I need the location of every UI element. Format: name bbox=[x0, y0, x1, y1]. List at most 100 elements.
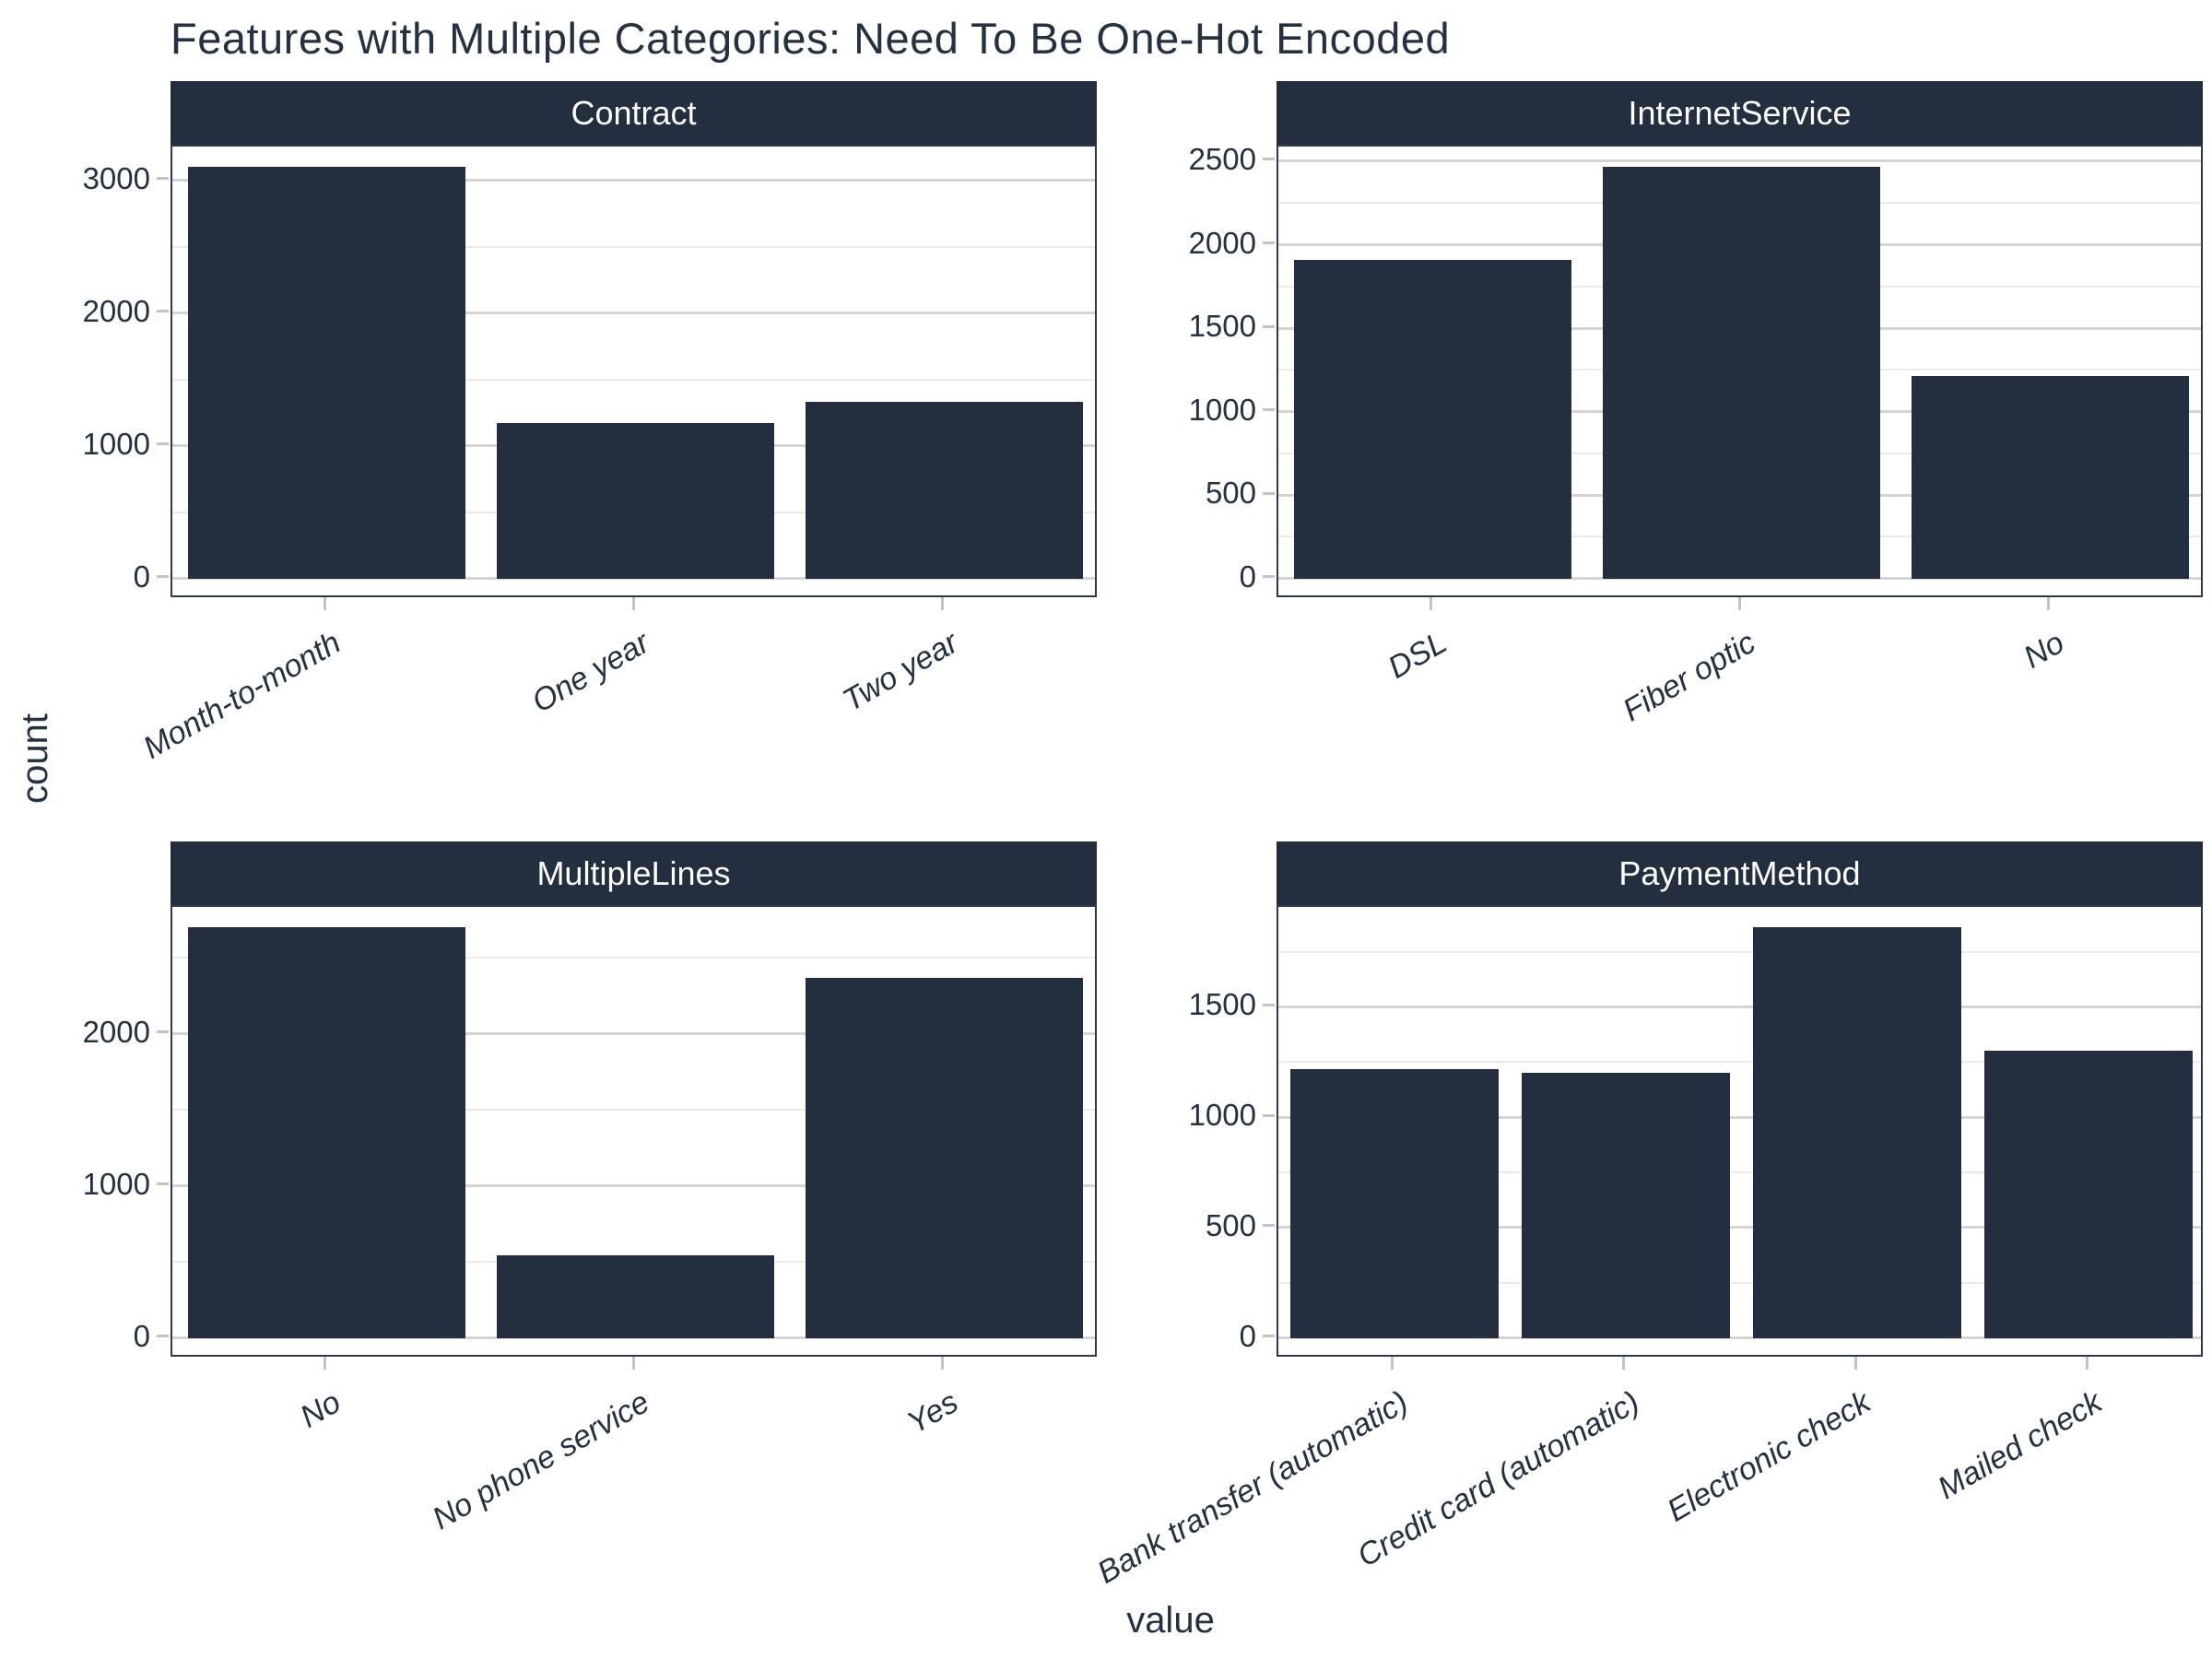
x-tick-label: Yes bbox=[900, 1384, 964, 1441]
x-tick-mark bbox=[324, 597, 326, 610]
y-tick-mark bbox=[157, 177, 169, 181]
y-tick-label: 0 bbox=[1239, 559, 1256, 594]
facet-strip-label: MultipleLines bbox=[536, 853, 731, 892]
y-tick-mark bbox=[1263, 1113, 1275, 1117]
y-tick-mark bbox=[1263, 241, 1275, 245]
gridline-major bbox=[1278, 577, 2201, 581]
gridline-major bbox=[1278, 159, 2201, 163]
bar bbox=[1911, 375, 2190, 579]
bar bbox=[187, 927, 466, 1338]
gridline-major bbox=[1278, 1226, 2201, 1230]
x-tick-mark bbox=[941, 597, 944, 610]
x-tick-mark bbox=[1430, 597, 1432, 610]
y-tick-label: 2000 bbox=[82, 293, 150, 328]
gridline-major bbox=[172, 1336, 1095, 1340]
facet-panel: MultipleLines bbox=[171, 841, 1097, 1357]
y-tick-mark bbox=[1263, 1224, 1275, 1228]
x-tick-mark bbox=[2085, 1357, 2088, 1370]
x-axis-label: value bbox=[1126, 1600, 1215, 1641]
y-tick-label: 1000 bbox=[1188, 1098, 1256, 1133]
gridline-major bbox=[172, 312, 1095, 315]
gridline-minor bbox=[172, 1109, 1095, 1112]
facet-strip: PaymentMethod bbox=[1277, 841, 2203, 905]
y-tick-mark bbox=[157, 1182, 169, 1186]
plot-area bbox=[171, 145, 1097, 597]
plot-area bbox=[1277, 145, 2203, 597]
y-tick-mark bbox=[1263, 575, 1275, 579]
bar bbox=[1293, 259, 1572, 579]
y-tick-label: 1500 bbox=[1188, 987, 1256, 1022]
bar bbox=[805, 977, 1084, 1338]
gridline-minor bbox=[1278, 1281, 2201, 1284]
y-tick-mark bbox=[1263, 158, 1275, 161]
y-tick-label: 1000 bbox=[82, 426, 150, 461]
facet-panel: InternetService bbox=[1277, 81, 2203, 597]
bar bbox=[1289, 1068, 1499, 1338]
facet-strip: InternetService bbox=[1277, 81, 2203, 145]
page-title: Features with Multiple Categories: Need … bbox=[171, 14, 1451, 63]
bar bbox=[1521, 1073, 1730, 1338]
y-tick-mark bbox=[157, 442, 169, 446]
y-tick-label: 0 bbox=[133, 559, 150, 594]
gridline-minor bbox=[172, 245, 1095, 248]
bar bbox=[496, 1254, 775, 1338]
x-tick-mark bbox=[1622, 1357, 1626, 1370]
y-tick-mark bbox=[1263, 491, 1275, 495]
x-tick-mark bbox=[1738, 597, 1741, 610]
bar bbox=[1984, 1051, 2194, 1338]
gridline-major bbox=[1278, 1005, 2201, 1008]
gridline-minor bbox=[172, 957, 1095, 959]
y-tick-mark bbox=[1263, 324, 1275, 328]
y-tick-label: 1500 bbox=[1188, 309, 1256, 344]
facet-strip-label: PaymentMethod bbox=[1618, 853, 1861, 892]
x-tick-mark bbox=[324, 1357, 326, 1370]
bar bbox=[496, 423, 775, 579]
facet-panel: PaymentMethod bbox=[1277, 841, 2203, 1357]
gridline-major bbox=[1278, 1115, 2201, 1119]
bar bbox=[805, 402, 1084, 579]
plot-area bbox=[171, 905, 1097, 1357]
y-tick-label: 2500 bbox=[1188, 141, 1256, 176]
facet-panel: Contract bbox=[171, 81, 1097, 597]
gridline-minor bbox=[172, 378, 1095, 381]
y-tick-label: 1000 bbox=[1188, 392, 1256, 427]
x-tick-mark bbox=[1853, 1357, 1857, 1370]
plot-area bbox=[1277, 905, 2203, 1357]
y-tick-mark bbox=[157, 1335, 169, 1338]
y-tick-mark bbox=[157, 575, 169, 579]
y-tick-label: 0 bbox=[1239, 1318, 1256, 1353]
y-tick-label: 2000 bbox=[1188, 225, 1256, 260]
gridline-major bbox=[172, 577, 1095, 581]
y-tick-mark bbox=[1263, 1335, 1275, 1338]
gridline-major bbox=[1278, 1336, 2201, 1340]
bar bbox=[187, 167, 466, 579]
facet-strip: MultipleLines bbox=[171, 841, 1097, 905]
y-tick-mark bbox=[1263, 408, 1275, 412]
x-tick-mark bbox=[632, 597, 635, 610]
x-tick-mark bbox=[1391, 1357, 1394, 1370]
gridline-major bbox=[172, 179, 1095, 182]
x-tick-mark bbox=[632, 1357, 635, 1370]
gridline-minor bbox=[1278, 950, 2201, 953]
gridline-minor bbox=[1278, 1061, 2201, 1064]
y-tick-mark bbox=[157, 1030, 169, 1034]
facet-strip-label: Contract bbox=[571, 93, 697, 132]
y-tick-label: 1000 bbox=[82, 1166, 150, 1201]
y-tick-label: 0 bbox=[133, 1318, 150, 1353]
y-tick-mark bbox=[157, 310, 169, 313]
facet-strip: Contract bbox=[171, 81, 1097, 145]
y-tick-label: 500 bbox=[1205, 476, 1256, 511]
y-tick-mark bbox=[1263, 1003, 1275, 1006]
bar bbox=[1602, 167, 1881, 579]
y-tick-label: 500 bbox=[1205, 1207, 1256, 1242]
x-tick-mark bbox=[2047, 597, 2050, 610]
gridline-major bbox=[172, 1184, 1095, 1188]
gridline-major bbox=[172, 1032, 1095, 1036]
bar bbox=[1753, 927, 1962, 1338]
y-tick-label: 3000 bbox=[82, 160, 150, 195]
y-tick-label: 2000 bbox=[82, 1014, 150, 1049]
x-tick-mark bbox=[941, 1357, 944, 1370]
facet-strip-label: InternetService bbox=[1628, 93, 1852, 132]
gridline-minor bbox=[1278, 1171, 2201, 1174]
